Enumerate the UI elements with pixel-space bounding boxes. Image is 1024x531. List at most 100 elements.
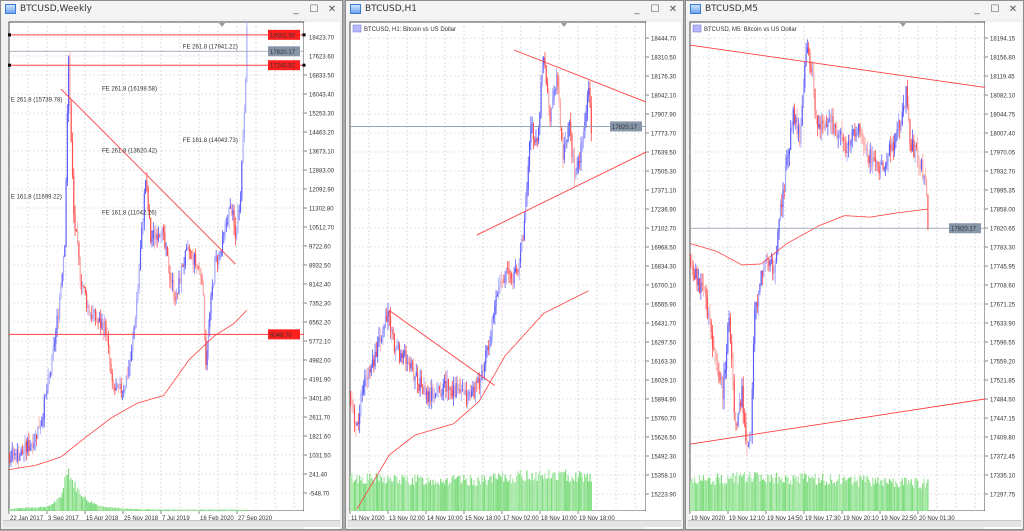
volume-bar <box>693 477 696 511</box>
chart-window-h1[interactable]: BTCUSD,H1 _ ☐ ✕ 18444.70 18310.50 18176.30… <box>345 0 684 530</box>
bull-candle-body <box>833 124 835 134</box>
volume-bar <box>89 502 92 511</box>
bull-candle-body <box>187 246 189 249</box>
bear-candle-body <box>476 381 478 383</box>
bear-candle-body <box>392 329 394 335</box>
volume-bar <box>165 509 167 511</box>
volume-bar <box>481 474 483 511</box>
bull-candle-body <box>727 324 729 353</box>
close-button[interactable]: ✕ <box>327 4 337 15</box>
bear-candle-body <box>102 322 104 335</box>
price-chart[interactable]: 18194.15 18156.80 18119.45 18082.10 18044.75… <box>686 1 1024 531</box>
bull-candle-body <box>98 318 101 322</box>
bear-candle-body <box>159 235 161 237</box>
minimize-button[interactable]: _ <box>974 4 980 15</box>
volume-bar <box>150 509 152 511</box>
minimize-button[interactable]: _ <box>293 4 299 15</box>
volume-bar <box>407 482 410 511</box>
volume-bar <box>534 478 536 511</box>
volume-bar <box>581 477 583 511</box>
price-tick-label: 16833.50 <box>309 74 335 80</box>
date-tick-label: 14 Nov 10:00 <box>427 516 463 522</box>
bear-candle-body <box>814 88 816 110</box>
price-tick-label: 15358.10 <box>651 474 677 480</box>
trendline <box>690 44 986 88</box>
line-handle <box>8 33 11 37</box>
bull-candle-body <box>773 272 775 274</box>
volume-bar <box>148 509 151 511</box>
volume-bar <box>510 483 513 511</box>
bear-candle-body <box>906 86 908 105</box>
volume-bar <box>387 476 389 511</box>
window-titlebar[interactable]: BTCUSD,Weekly _ ☐ ✕ <box>1 1 342 19</box>
volume-bar <box>458 476 460 511</box>
volume-bar <box>43 506 45 511</box>
volume-bar <box>370 478 372 511</box>
volume-bar <box>92 503 94 511</box>
volume-bar <box>692 482 694 511</box>
price-tick-label: 15626.50 <box>651 436 677 442</box>
maximize-button[interactable]: ☐ <box>309 4 319 15</box>
bull-candle-body <box>566 140 568 142</box>
volume-bar <box>178 509 180 511</box>
window-titlebar[interactable]: BTCUSD,H1 _ ☐ ✕ <box>346 1 683 19</box>
volume-bar <box>142 509 144 511</box>
volume-bar <box>784 475 787 511</box>
fibo-expansion-label: FE 161.8 (11042.26) <box>102 210 157 216</box>
volume-bar <box>239 509 242 511</box>
price-chart[interactable]: 16833.50 16043.40 15253.30 14463.20 13673.10… <box>1 1 344 531</box>
bull-candle-body <box>496 294 498 297</box>
price-tick-label: 18176.30 <box>651 75 677 81</box>
bear-candle-body <box>18 449 20 461</box>
volume-bar <box>906 483 908 511</box>
bull-candle-body <box>245 79 247 113</box>
window-titlebar[interactable]: BTCUSD,M5 _ ☐ ✕ <box>686 1 1023 19</box>
chart-window-m5[interactable]: BTCUSD,M5 _ ☐ ✕ 18194.15 18156.80 18119.45… <box>685 0 1024 530</box>
volume-bar <box>75 491 77 511</box>
volume-bar <box>39 506 42 511</box>
volume-bar <box>810 477 812 511</box>
price-tick-label: 1031.50 <box>309 454 331 460</box>
volume-bar <box>816 484 819 511</box>
volume-bar <box>420 476 423 511</box>
price-chart[interactable]: 18444.70 18310.50 18176.30 18042.10 17907.90… <box>346 1 685 531</box>
maximize-button[interactable]: ☐ <box>990 4 1000 15</box>
volume-bar <box>710 484 712 511</box>
volume-bar <box>38 507 40 511</box>
bear-candle-body <box>690 258 692 260</box>
maximize-button[interactable]: ☐ <box>650 4 660 15</box>
volume-bar <box>865 476 867 511</box>
horizontal-scrollbar[interactable] <box>3 520 340 527</box>
close-button[interactable]: ✕ <box>1008 4 1018 15</box>
bear-candle-body <box>57 315 59 320</box>
bull-candle-body <box>498 286 500 295</box>
volume-bar <box>761 479 764 511</box>
volume-bar <box>406 476 408 511</box>
volume-bar <box>398 479 401 511</box>
bear-candle-body <box>168 255 170 273</box>
volume-bar <box>169 509 171 511</box>
volume-bar <box>429 479 432 511</box>
volume-bar <box>69 479 71 511</box>
date-tick-label: 19 Nov 12:10 <box>729 516 765 522</box>
volume-bar <box>832 483 834 511</box>
volume-bar <box>246 509 248 511</box>
volume-bar <box>413 484 415 511</box>
bull-candle-body <box>116 384 118 388</box>
trendline <box>388 310 496 386</box>
volume-bar <box>56 498 58 511</box>
chart-window-weekly[interactable]: BTCUSD,Weekly _ ☐ ✕ 16833.50 16043.40 1525… <box>0 0 343 530</box>
minimize-button[interactable]: _ <box>634 4 640 15</box>
bear-candle-body <box>910 143 912 151</box>
volume-bar <box>193 509 195 511</box>
bear-candle-body <box>21 449 24 455</box>
volume-bar <box>82 497 84 511</box>
volume-bar <box>896 484 898 511</box>
bull-candle-body <box>577 160 580 168</box>
horizontal-scrollbar[interactable] <box>348 520 681 527</box>
bull-candle-body <box>580 145 582 163</box>
volume-bar <box>11 508 13 511</box>
bull-candle-body <box>865 149 867 151</box>
close-button[interactable]: ✕ <box>668 4 678 15</box>
horizontal-scrollbar[interactable] <box>688 520 1021 527</box>
